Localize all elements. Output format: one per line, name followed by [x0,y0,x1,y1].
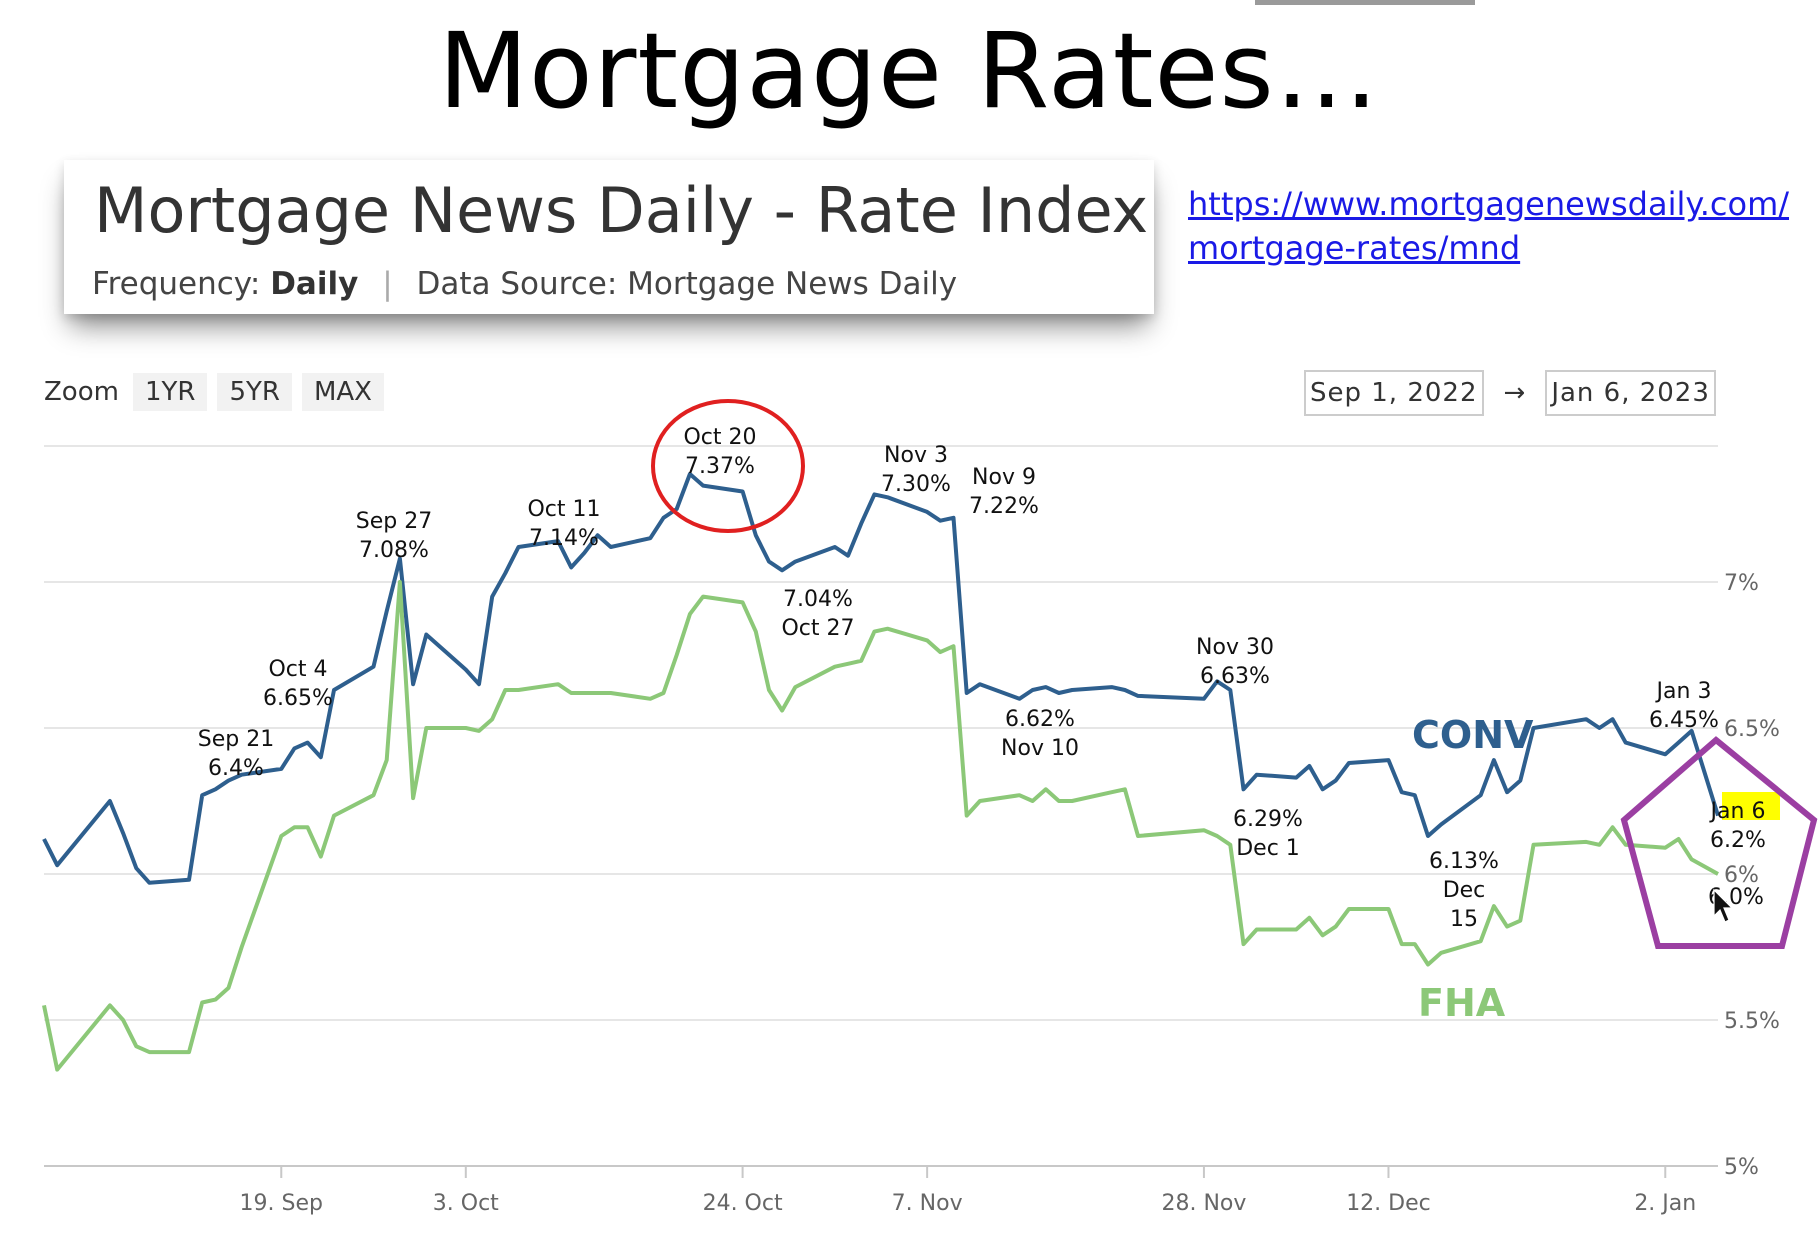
peak-highlight-circle [651,399,805,533]
x-tick-label: 19. Sep [240,1191,323,1216]
zoom-5yr-button[interactable]: 5YR [217,373,292,411]
series-line-fha [42,580,1719,1072]
slide-title: Mortgage Rates… [438,10,1380,132]
x-tick-label: 2. Jan [1634,1191,1696,1216]
y-tick-label: 7% [1724,571,1759,596]
annotation-label: Nov 30 [1196,635,1274,660]
source-link-line-1[interactable]: https://www.mortgagenewsdaily.com/ [1188,185,1790,223]
frequency-value: Daily [270,266,359,302]
series-line-conv [42,472,1720,885]
rate-index-header-card: Mortgage News Daily - Rate Index Frequen… [64,160,1154,314]
range-arrow: → [1503,378,1526,408]
annotation-label: 7.08% [359,538,429,563]
annotation-label: 6.2% [1710,828,1766,853]
annotation-label: 6.45% [1649,708,1719,733]
zoom-bar: Zoom 1YR 5YR MAX [44,372,394,412]
annotation-label: Dec 1 [1236,836,1300,861]
frequency-label: Frequency: [92,266,261,302]
zoom-max-button[interactable]: MAX [301,373,384,411]
annotation-label: Oct 11 [527,497,600,522]
source-link-line-2[interactable]: mortgage-rates/mnd [1188,229,1521,267]
date-range-selector: Sep 1, 2022 → Jan 6, 2023 [1304,370,1716,416]
y-tick-label: 5% [1724,1155,1759,1180]
annotation-label: 6.63% [1200,664,1270,689]
annotation-label: 6.4% [208,756,264,781]
annotation-label: Oct 20 [683,425,756,450]
header-subtitle: Frequency: Daily | Data Source: Mortgage… [92,266,957,302]
x-tick-label: 7. Nov [892,1191,963,1216]
series-label-conv: CONV [1412,713,1534,757]
recent-highlight-pentagon [1620,736,1818,949]
zoom-1yr-button[interactable]: 1YR [132,373,208,411]
series-label-fha: FHA [1418,981,1506,1025]
x-tick-label: 24. Oct [703,1191,783,1216]
mouse-cursor-icon [1713,888,1734,923]
zoom-label: Zoom [44,377,119,407]
annotation-label: Jan 3 [1655,679,1712,704]
header-divider: | [382,266,393,302]
annotation-label: Sep 27 [356,509,432,534]
annotation-label: 6.13% [1429,849,1499,874]
annotation-label: 6.62% [1005,707,1075,732]
source-link[interactable]: https://www.mortgagenewsdaily.com/ mortg… [1188,182,1789,270]
range-to-input[interactable]: Jan 6, 2023 [1545,370,1716,416]
top-edge-bar [1255,0,1475,5]
annotation-label: 6.29% [1233,807,1303,832]
x-tick-label: 28. Nov [1161,1191,1246,1216]
x-tick-label: 3. Oct [433,1191,499,1216]
data-source-text: Data Source: Mortgage News Daily [416,266,958,302]
annotation-label: 7.04% [783,587,853,612]
annotation-label: 7.30% [881,472,951,497]
annotation-label: 7.22% [969,494,1039,519]
annotation-label: 7.37% [685,454,755,479]
annotation-label: Sep 21 [198,727,274,752]
annotation-highlight [1722,792,1780,820]
annotation-label: Oct 27 [781,616,854,641]
annotation-label: 7.14% [529,526,599,551]
annotation-label: Dec [1443,878,1486,903]
annotation-label: 15 [1450,907,1478,932]
annotation-label: Nov 9 [972,465,1036,490]
annotation-label: 6.65% [263,686,333,711]
range-from-input[interactable]: Sep 1, 2022 [1304,370,1484,416]
x-tick-label: 12. Dec [1346,1191,1431,1216]
y-tick-label: 6% [1724,863,1759,888]
y-tick-label: 5.5% [1724,1009,1780,1034]
annotation-label: Oct 4 [268,657,327,682]
y-tick-label: 6.5% [1724,717,1780,742]
annotation-label: Nov 3 [884,443,948,468]
annotation-label: Nov 10 [1001,736,1079,761]
annotation-label: Jan 6 [1709,799,1766,824]
header-title: Mortgage News Daily - Rate Index [94,174,1149,247]
